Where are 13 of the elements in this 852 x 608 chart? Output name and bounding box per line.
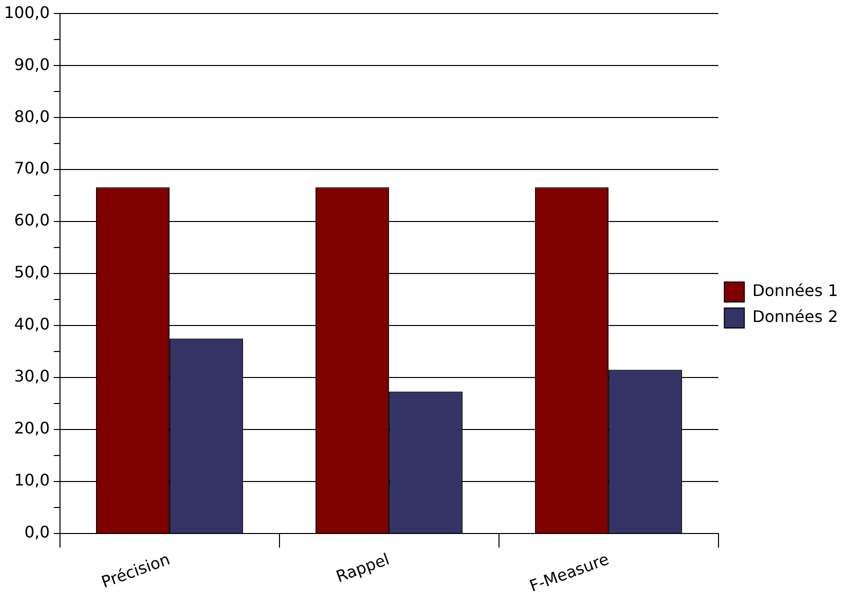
legend-label: Données 1: [752, 281, 838, 300]
y-tick-label: 30,0: [14, 366, 50, 386]
y-tick-label: 40,0: [14, 314, 50, 334]
y-tick-label: 70,0: [14, 158, 50, 178]
y-tick-label: 0,0: [24, 522, 50, 542]
y-tick-label: 80,0: [14, 106, 50, 126]
y-tick-label: 100,0: [4, 2, 50, 22]
y-tick-label: 50,0: [14, 262, 50, 282]
y-tick-label: 20,0: [14, 418, 50, 438]
y-tick-label: 90,0: [14, 54, 50, 74]
y-tick-label: 60,0: [14, 210, 50, 230]
y-tick-label: 10,0: [14, 470, 50, 490]
legend-label: Données 2: [752, 307, 838, 326]
